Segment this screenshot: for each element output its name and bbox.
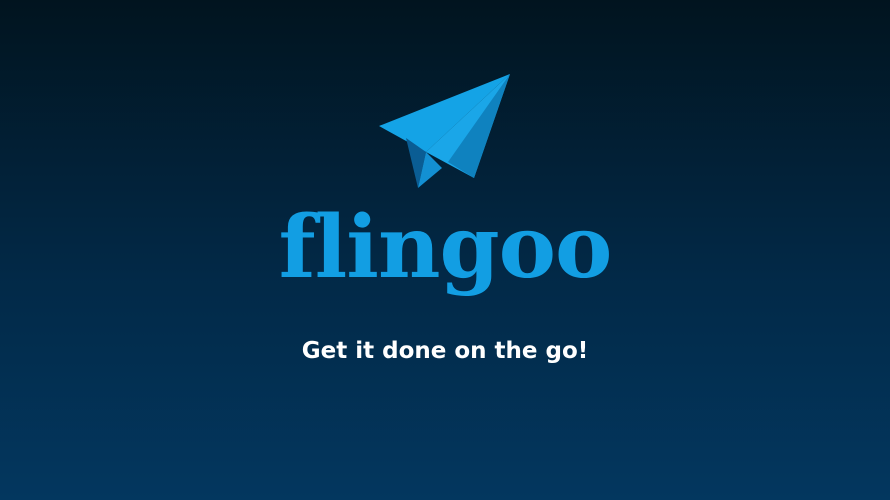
tagline: Get it done on the go! xyxy=(301,338,589,364)
brand-name: flingoo xyxy=(278,197,613,298)
paper-plane-icon xyxy=(379,74,510,188)
